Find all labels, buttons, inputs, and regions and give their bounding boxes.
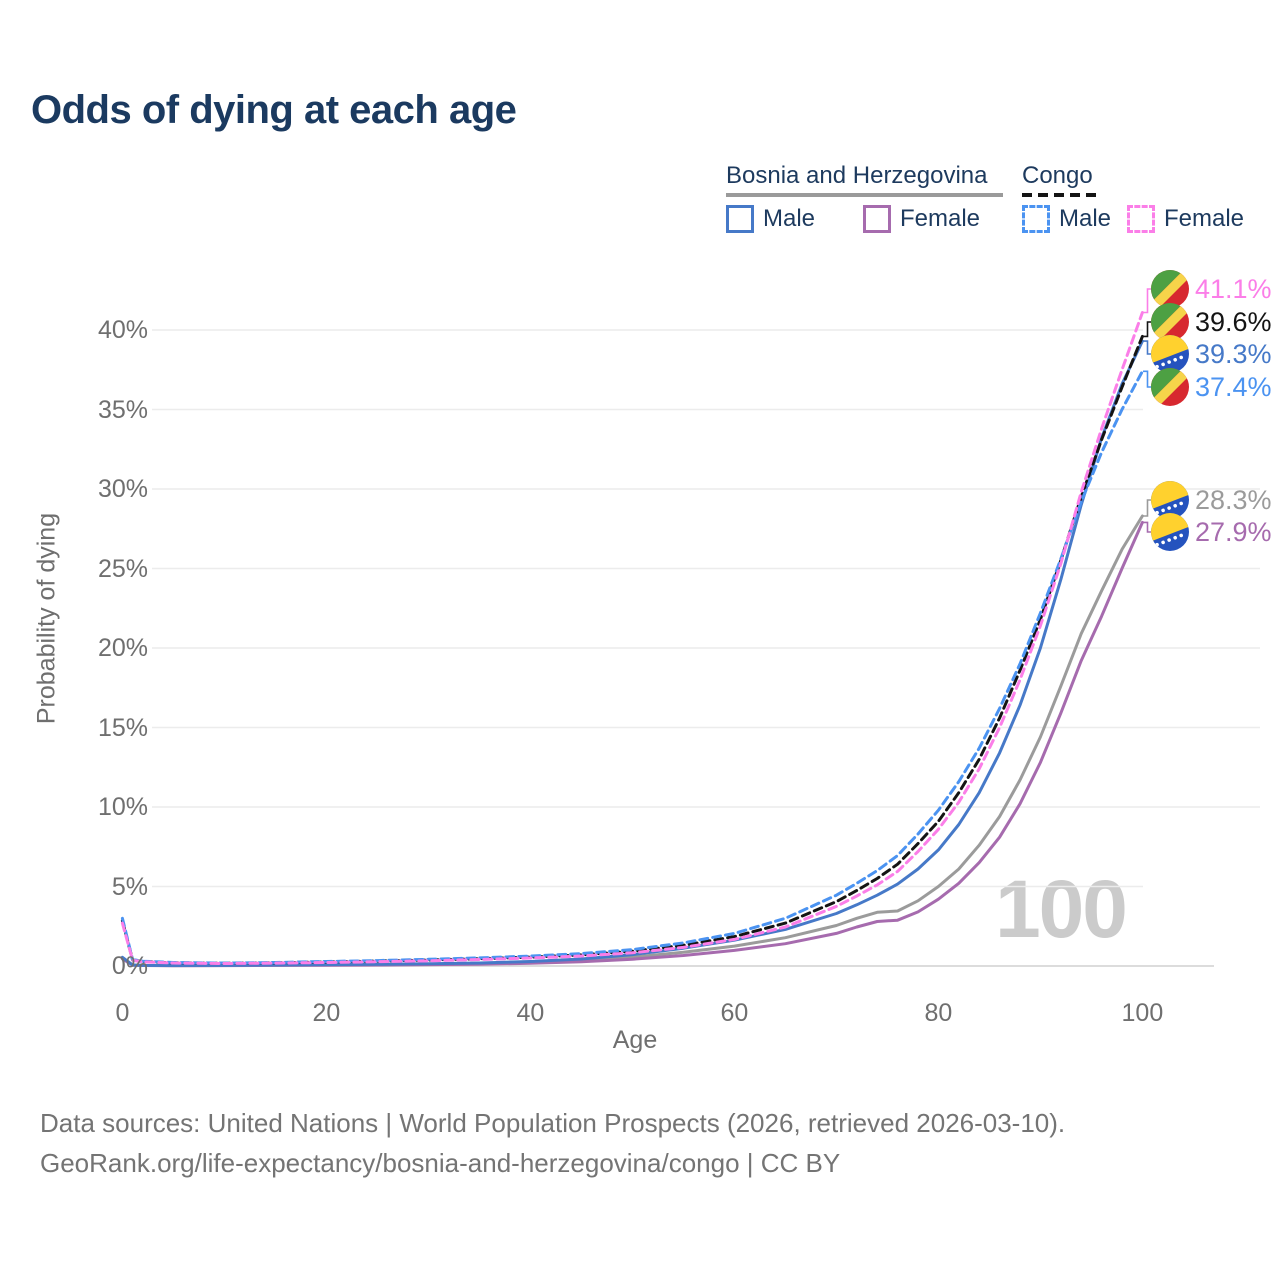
y-tick-label: 25% (97, 554, 148, 583)
end-label-value: 39.3% (1195, 339, 1272, 369)
end-label-connector (1143, 288, 1151, 314)
legend-item-bosnia-female[interactable]: Female (863, 205, 980, 233)
solid-swatch-icon (726, 205, 754, 233)
end-label-value: 37.4% (1195, 372, 1272, 402)
end-label-connector (1143, 321, 1151, 338)
bosnia-flag-icon (1151, 513, 1189, 551)
series-line-congo-both[interactable] (120, 334, 1144, 965)
end-label-value: 27.9% (1195, 517, 1272, 547)
y-tick-label: 0% (111, 952, 148, 980)
y-tick-label: 40% (97, 316, 148, 344)
legend-underline-solid-icon (726, 193, 1003, 197)
legend-item-label: Male (763, 205, 816, 232)
y-tick-label: 15% (97, 713, 148, 742)
congo-flag-icon (1151, 368, 1189, 406)
end-label-value: 41.1% (1195, 274, 1272, 304)
legend-item-congo-male[interactable]: Male (1022, 205, 1111, 233)
legend-item-label: Female (900, 205, 981, 232)
congo-flag-icon (1151, 270, 1189, 308)
legend-item-label: Male (1059, 205, 1112, 232)
dashed-swatch-icon (1022, 205, 1050, 233)
legend-group-congo[interactable]: Congo (1022, 162, 1096, 197)
x-tick-label: 100 (1121, 999, 1164, 1027)
footer-attribution-link[interactable]: GeoRank.org/life-expectancy/bosnia-and-h… (40, 1148, 841, 1178)
legend-group-bosnia[interactable]: Bosnia and Herzegovina (726, 162, 1003, 197)
legend-item-congo-female[interactable]: Female (1127, 205, 1244, 233)
end-label-connector (1143, 340, 1151, 355)
watermark-age-readout: 100 (995, 864, 1128, 955)
series-line-bosnia-female[interactable] (120, 520, 1144, 968)
congo-flag-icon (1151, 303, 1189, 341)
end-label-value: 39.6% (1195, 307, 1272, 337)
series-line-congo-female[interactable] (120, 311, 1144, 965)
y-tick-label: 20% (97, 634, 148, 662)
end-label-value: 28.3% (1195, 485, 1272, 515)
legend-item-bosnia-male[interactable]: Male (726, 205, 815, 233)
x-tick-label: 0 (115, 999, 130, 1027)
legend-underline-dashed-icon (1022, 193, 1096, 197)
legend-group-bosnia-label: Bosnia and Herzegovina (726, 162, 988, 189)
end-label-connector (1143, 499, 1151, 517)
x-axis-title: Age (612, 1026, 658, 1054)
page-title: Odds of dying at each age (31, 88, 517, 132)
y-tick-label: 35% (97, 395, 148, 424)
y-tick-label: 5% (111, 872, 148, 901)
series-line-bosnia-male[interactable] (120, 339, 1144, 967)
x-tick-label: 60 (720, 999, 749, 1027)
series-line-congo-male[interactable] (120, 369, 1144, 965)
end-label-connector (1143, 521, 1151, 533)
x-tick-label: 80 (924, 999, 953, 1027)
bosnia-flag-icon (1151, 335, 1189, 373)
legend-item-label: Female (1164, 205, 1245, 232)
solid-swatch-icon (863, 205, 891, 233)
footer-data-sources: Data sources: United Nations | World Pop… (40, 1108, 1066, 1138)
x-tick-label: 20 (312, 999, 341, 1027)
end-label-connector (1143, 370, 1151, 388)
bosnia-flag-icon (1151, 481, 1189, 519)
x-tick-label: 40 (516, 999, 545, 1027)
y-tick-label: 10% (97, 793, 148, 821)
y-tick-label: 30% (97, 475, 148, 503)
y-axis-title: Probability of dying (32, 512, 61, 725)
dashed-swatch-icon (1127, 205, 1155, 233)
legend-group-congo-label: Congo (1022, 162, 1093, 189)
